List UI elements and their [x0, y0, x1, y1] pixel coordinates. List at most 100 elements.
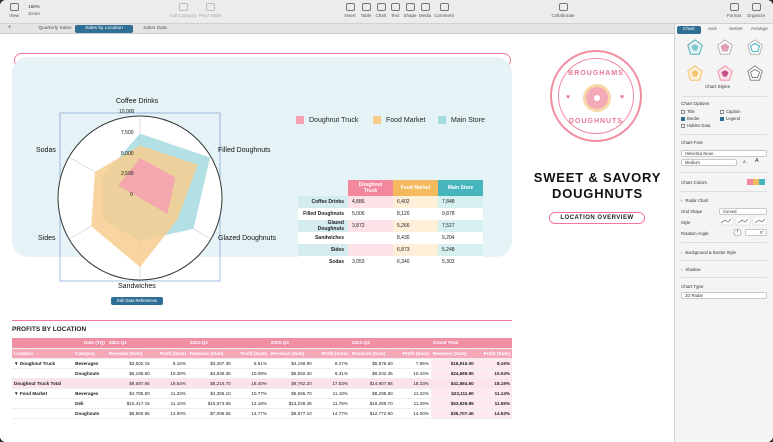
- row-location[interactable]: ▼ Doughnut Truck: [12, 358, 74, 369]
- chart-button[interactable]: Chart: [370, 3, 392, 18]
- col-header-doughnut-truck[interactable]: Doughnut Truck: [348, 180, 393, 196]
- pivot-cell[interactable]: 8.27%: [313, 358, 350, 369]
- pivot-cell[interactable]: 10.38%: [151, 368, 188, 379]
- pivot-cell[interactable]: $19,299.70: [349, 398, 395, 409]
- col-header-food-market[interactable]: Food Market: [393, 180, 438, 196]
- pivot-cell[interactable]: $3,502.15: [106, 358, 152, 369]
- pivot-cell[interactable]: 18.40%: [232, 378, 269, 389]
- tab-series[interactable]: Series: [728, 27, 743, 32]
- background-border-disclosure[interactable]: › Background & Border Style: [681, 250, 736, 255]
- zoom-control[interactable]: 150% Zoom: [24, 3, 44, 16]
- chart-style-1[interactable]: [686, 38, 704, 56]
- tab-arrange[interactable]: Arrange: [750, 27, 768, 32]
- pivot-cell[interactable]: $4,849.35: [187, 368, 233, 379]
- pivot-cell[interactable]: $4,169.90: [268, 358, 314, 369]
- rotation-dial-icon[interactable]: [733, 228, 742, 237]
- row-location[interactable]: [12, 368, 74, 379]
- caption-checkbox[interactable]: Caption: [720, 109, 740, 114]
- col-header-main-store[interactable]: Main Store: [438, 180, 483, 196]
- pivot-cell[interactable]: $9,762.20: [268, 378, 314, 389]
- chart-colors-swatch[interactable]: [747, 178, 767, 186]
- font-smaller-button[interactable]: A: [743, 159, 746, 164]
- pivot-cell[interactable]: $5,195.50: [106, 368, 152, 379]
- radar-chart-disclosure[interactable]: › Radar Chart: [681, 198, 709, 203]
- media-button[interactable]: Media: [414, 3, 436, 18]
- row-category[interactable]: Doughnuts: [73, 368, 107, 379]
- pivot-cell[interactable]: $35,707.40: [430, 408, 476, 419]
- pivot-cell[interactable]: 10.04%: [475, 368, 512, 379]
- pivot-cell[interactable]: 14.77%: [313, 408, 350, 419]
- row-location[interactable]: [12, 408, 74, 419]
- pivot-cell[interactable]: $9,032.35: [349, 368, 395, 379]
- pivot-cell[interactable]: 11.14%: [475, 388, 512, 399]
- font-family-select[interactable]: Helvetica Neue: [681, 150, 767, 157]
- pivot-cell[interactable]: $4,785.50: [106, 388, 152, 399]
- pivot-cell[interactable]: $16,915.00: [430, 358, 476, 369]
- pivot-cell[interactable]: $5,876.60: [349, 358, 395, 369]
- pivot-cell[interactable]: 9.31%: [313, 368, 350, 379]
- row-location[interactable]: [12, 398, 74, 409]
- pivot-cell[interactable]: $10,417.15: [106, 398, 152, 409]
- pivot-cell[interactable]: $5,592.30: [268, 368, 314, 379]
- pivot-cell[interactable]: $13,239.35: [268, 398, 314, 409]
- shape-button[interactable]: Shape: [399, 3, 421, 18]
- hidden-data-checkbox[interactable]: Hidden Data: [681, 123, 710, 128]
- radar-series-doughnut-truck[interactable]: [118, 157, 176, 214]
- rotation-angle-input[interactable]: 0°: [745, 229, 767, 236]
- chart-type-select[interactable]: 2D Radar: [681, 292, 767, 299]
- pivot-cell[interactable]: 11.18%: [313, 388, 350, 399]
- pivot-cell[interactable]: $8,295.60: [349, 388, 395, 399]
- location-data-table[interactable]: Doughnut Truck Food Market Main Store Co…: [298, 180, 483, 268]
- pivot-cell[interactable]: 11.22%: [394, 388, 431, 399]
- chart-style-2[interactable]: [716, 38, 734, 56]
- format-button[interactable]: Format: [723, 3, 745, 18]
- chart-style-6[interactable]: [746, 64, 764, 82]
- pivot-cell[interactable]: 8.16%: [475, 358, 512, 369]
- row-category[interactable]: [73, 378, 107, 389]
- pivot-cell[interactable]: 14.77%: [232, 408, 269, 419]
- chart-style-4[interactable]: [686, 64, 704, 82]
- pivot-cell[interactable]: 11.33%: [151, 388, 188, 399]
- pivot-cell[interactable]: 8.16%: [151, 358, 188, 369]
- grid-shape-select[interactable]: Curved: [719, 208, 767, 215]
- pivot-cell[interactable]: 14.00%: [394, 408, 431, 419]
- pivot-cell[interactable]: 11.10%: [151, 398, 188, 409]
- font-weight-select[interactable]: Medium: [681, 159, 737, 166]
- pivot-cell[interactable]: $5,665.70: [268, 388, 314, 399]
- pivot-cell[interactable]: 18.54%: [151, 378, 188, 389]
- edit-data-references-button[interactable]: Edit Data References: [111, 297, 163, 305]
- pivot-cell[interactable]: 18.33%: [394, 378, 431, 389]
- view-button[interactable]: View: [3, 3, 25, 18]
- font-larger-button[interactable]: A: [755, 158, 759, 164]
- pivot-cell[interactable]: 11.29%: [394, 398, 431, 409]
- pivot-cell[interactable]: 10.44%: [394, 368, 431, 379]
- pivot-cell[interactable]: $8,697.65: [106, 378, 152, 389]
- pivot-cell[interactable]: 7.95%: [394, 358, 431, 369]
- row-category[interactable]: Doughnuts: [73, 408, 107, 419]
- legend-checkbox[interactable]: Legend: [720, 116, 740, 121]
- tab-chart[interactable]: Chart: [677, 26, 701, 34]
- row-category[interactable]: Deli: [73, 398, 107, 409]
- pivot-cell[interactable]: $23,111.90: [430, 388, 476, 399]
- pivot-cell[interactable]: $6,960.85: [106, 408, 152, 419]
- tab-sales-data[interactable]: Sales Data: [143, 26, 167, 31]
- collaborate-button[interactable]: Collaborate: [547, 3, 579, 18]
- shadow-disclosure[interactable]: › Shadow: [681, 267, 701, 272]
- row-location[interactable]: ▼ Food Market: [12, 388, 74, 399]
- pivot-cell[interactable]: 18.19%: [475, 378, 512, 389]
- text-button[interactable]: Text: [384, 3, 406, 18]
- table-button[interactable]: Table: [355, 3, 377, 18]
- pivot-cell[interactable]: $10,973.65: [187, 398, 233, 409]
- radar-style-options[interactable]: [719, 217, 767, 226]
- pivot-cell[interactable]: 8.51%: [232, 358, 269, 369]
- pivot-cell[interactable]: 14.53%: [475, 408, 512, 419]
- pivot-cell[interactable]: $4,365.10: [187, 388, 233, 399]
- pivot-cell[interactable]: $8,216.70: [187, 378, 233, 389]
- pivot-table[interactable]: Date (YQ) 2021-Q1 2021-Q2 2021-Q3 2021-Q…: [12, 338, 512, 419]
- comment-button[interactable]: Comment: [433, 3, 455, 18]
- border-checkbox[interactable]: Border: [681, 116, 700, 121]
- chart-style-3[interactable]: [746, 38, 764, 56]
- tab-quarterly-sales[interactable]: Quarterly Sales: [38, 26, 72, 31]
- add-category-button[interactable]: Add Category: [168, 3, 198, 18]
- tab-axis[interactable]: Axis: [707, 27, 717, 32]
